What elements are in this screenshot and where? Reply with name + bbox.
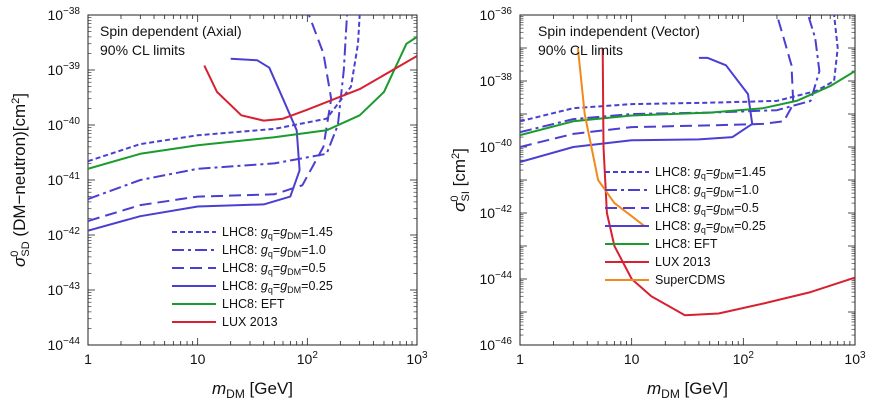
y-tick-label: 10−38 (479, 72, 512, 89)
series-line (576, 47, 646, 227)
series-line (88, 15, 333, 222)
plot-frame (87, 14, 418, 346)
x-axis-label: mDM [GeV] (647, 379, 728, 401)
y-tick-label: 10−41 (47, 171, 80, 188)
y-tick-label: 10−38 (47, 6, 80, 23)
y-axis-label: σ0SD (DM−neutron)[cm2] (9, 93, 32, 267)
y-tick-label: 10−42 (47, 226, 80, 243)
series-line (520, 15, 821, 134)
chart-title: Spin independent (Vector) (538, 23, 700, 39)
x-tick-label: 103 (406, 350, 428, 367)
chart-title: Spin dependent (Axial) (100, 23, 242, 39)
plot-frame (519, 14, 856, 346)
series-line (88, 36, 417, 170)
series-line (520, 15, 839, 123)
legend-label: LHC8: EFT (655, 237, 718, 251)
series-line (203, 55, 417, 122)
legend-label: LHC8: gq=gDM=0.5 (222, 261, 326, 277)
series-line (601, 47, 855, 317)
series-line (88, 15, 362, 163)
series-line (88, 57, 301, 232)
legend-label: SuperCDMS (655, 273, 725, 287)
legend-label: LHC8: gq=gDM=1.45 (655, 165, 766, 181)
y-tick-label: 10−36 (479, 6, 512, 23)
x-tick-label: 1 (516, 351, 524, 367)
x-tick-label: 102 (733, 350, 755, 367)
y-tick-label: 10−40 (47, 116, 80, 133)
y-tick-label: 10−44 (479, 270, 512, 287)
legend-label: LUX 2013 (655, 255, 711, 269)
chart-subtitle: 90% CL limits (538, 42, 623, 58)
x-axis-label: mDM [GeV] (212, 379, 293, 401)
chart-subtitle: 90% CL limits (100, 42, 185, 58)
legend-label: LHC8: gq=gDM=1.45 (222, 225, 333, 241)
x-tick-label: 10 (624, 351, 640, 367)
series-line (520, 15, 795, 148)
legend-label: LHC8: gq=gDM=0.25 (655, 219, 766, 235)
y-tick-label: 10−46 (479, 336, 512, 353)
legend-label: LHC8: gq=gDM=0.25 (222, 279, 333, 295)
y-tick-label: 10−44 (47, 336, 80, 353)
legend-label: LHC8: EFT (222, 297, 285, 311)
y-tick-label: 10−42 (479, 204, 512, 221)
legend-label: LUX 2013 (222, 315, 278, 329)
y-tick-label: 10−40 (479, 138, 512, 155)
x-tick-label: 102 (297, 350, 319, 367)
x-tick-label: 103 (844, 350, 866, 367)
chart-panel-2: 1 10 102 103 10−46 10−44 10−42 10−40 10−38 10−36 S… (449, 6, 866, 401)
series-line (520, 56, 754, 163)
legend-label: LHC8: gq=gDM=1.0 (655, 183, 759, 199)
legend-label: LHC8: gq=gDM=0.5 (655, 201, 759, 217)
series-line (520, 70, 855, 137)
y-tick-label: 10−39 (47, 61, 80, 78)
legend-label: LHC8: gq=gDM=1.0 (222, 243, 326, 259)
y-axis-label: σ0SI [cm2] (449, 148, 472, 212)
x-tick-label: 10 (190, 351, 206, 367)
chart-panel-1: 1 10 102 103 10−44 10−43 10−42 10−41 10−40 10−39 1… (9, 6, 428, 401)
x-tick-label: 1 (84, 351, 92, 367)
y-tick-label: 10−43 (47, 281, 80, 298)
series-line (88, 15, 348, 201)
series-group (88, 15, 417, 232)
